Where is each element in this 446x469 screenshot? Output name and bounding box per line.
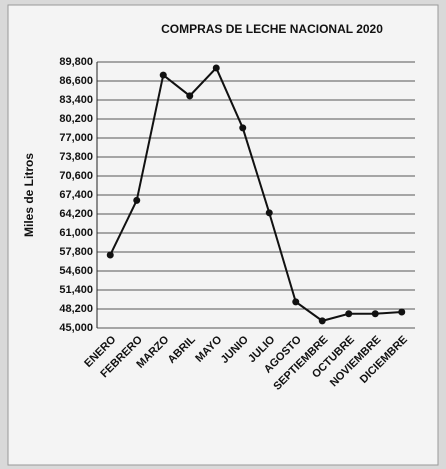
y-tick-label: 45,000 [59, 322, 93, 334]
y-tick-label: 86,600 [59, 75, 93, 87]
marker [133, 196, 141, 204]
y-axis-label: Miles de Litros [22, 153, 36, 237]
marker [318, 317, 326, 325]
marker [265, 209, 273, 217]
y-tick-label: 83,400 [59, 94, 93, 106]
y-tick-label: 67,400 [59, 189, 93, 201]
y-tick-label: 73,800 [59, 151, 93, 163]
marker [398, 308, 406, 316]
y-tick-label: 64,200 [59, 208, 93, 220]
y-tick-label: 48,200 [59, 303, 93, 315]
marker [186, 92, 194, 100]
marker [106, 251, 114, 259]
y-tick-label: 61,000 [59, 227, 93, 239]
y-tick-label: 77,000 [59, 132, 93, 144]
line [109, 66, 402, 322]
marker [159, 71, 167, 79]
y-tick-label: 57,800 [59, 246, 93, 258]
y-tick-label: 54,600 [59, 265, 93, 277]
marker [239, 124, 247, 132]
marker [212, 64, 220, 72]
y-tick-label: 89,800 [59, 56, 93, 68]
chart-title: COMPRAS DE LECHE NACIONAL 2020 [161, 22, 383, 36]
y-tick-label: 70,600 [59, 170, 93, 182]
y-tick-label: 51,400 [59, 284, 93, 296]
marker [371, 310, 379, 318]
marker [345, 310, 353, 318]
marker [292, 298, 300, 306]
y-tick-label: 80,200 [59, 113, 93, 125]
